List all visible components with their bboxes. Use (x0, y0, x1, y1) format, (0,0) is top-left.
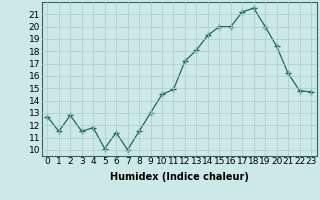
X-axis label: Humidex (Indice chaleur): Humidex (Indice chaleur) (110, 172, 249, 182)
